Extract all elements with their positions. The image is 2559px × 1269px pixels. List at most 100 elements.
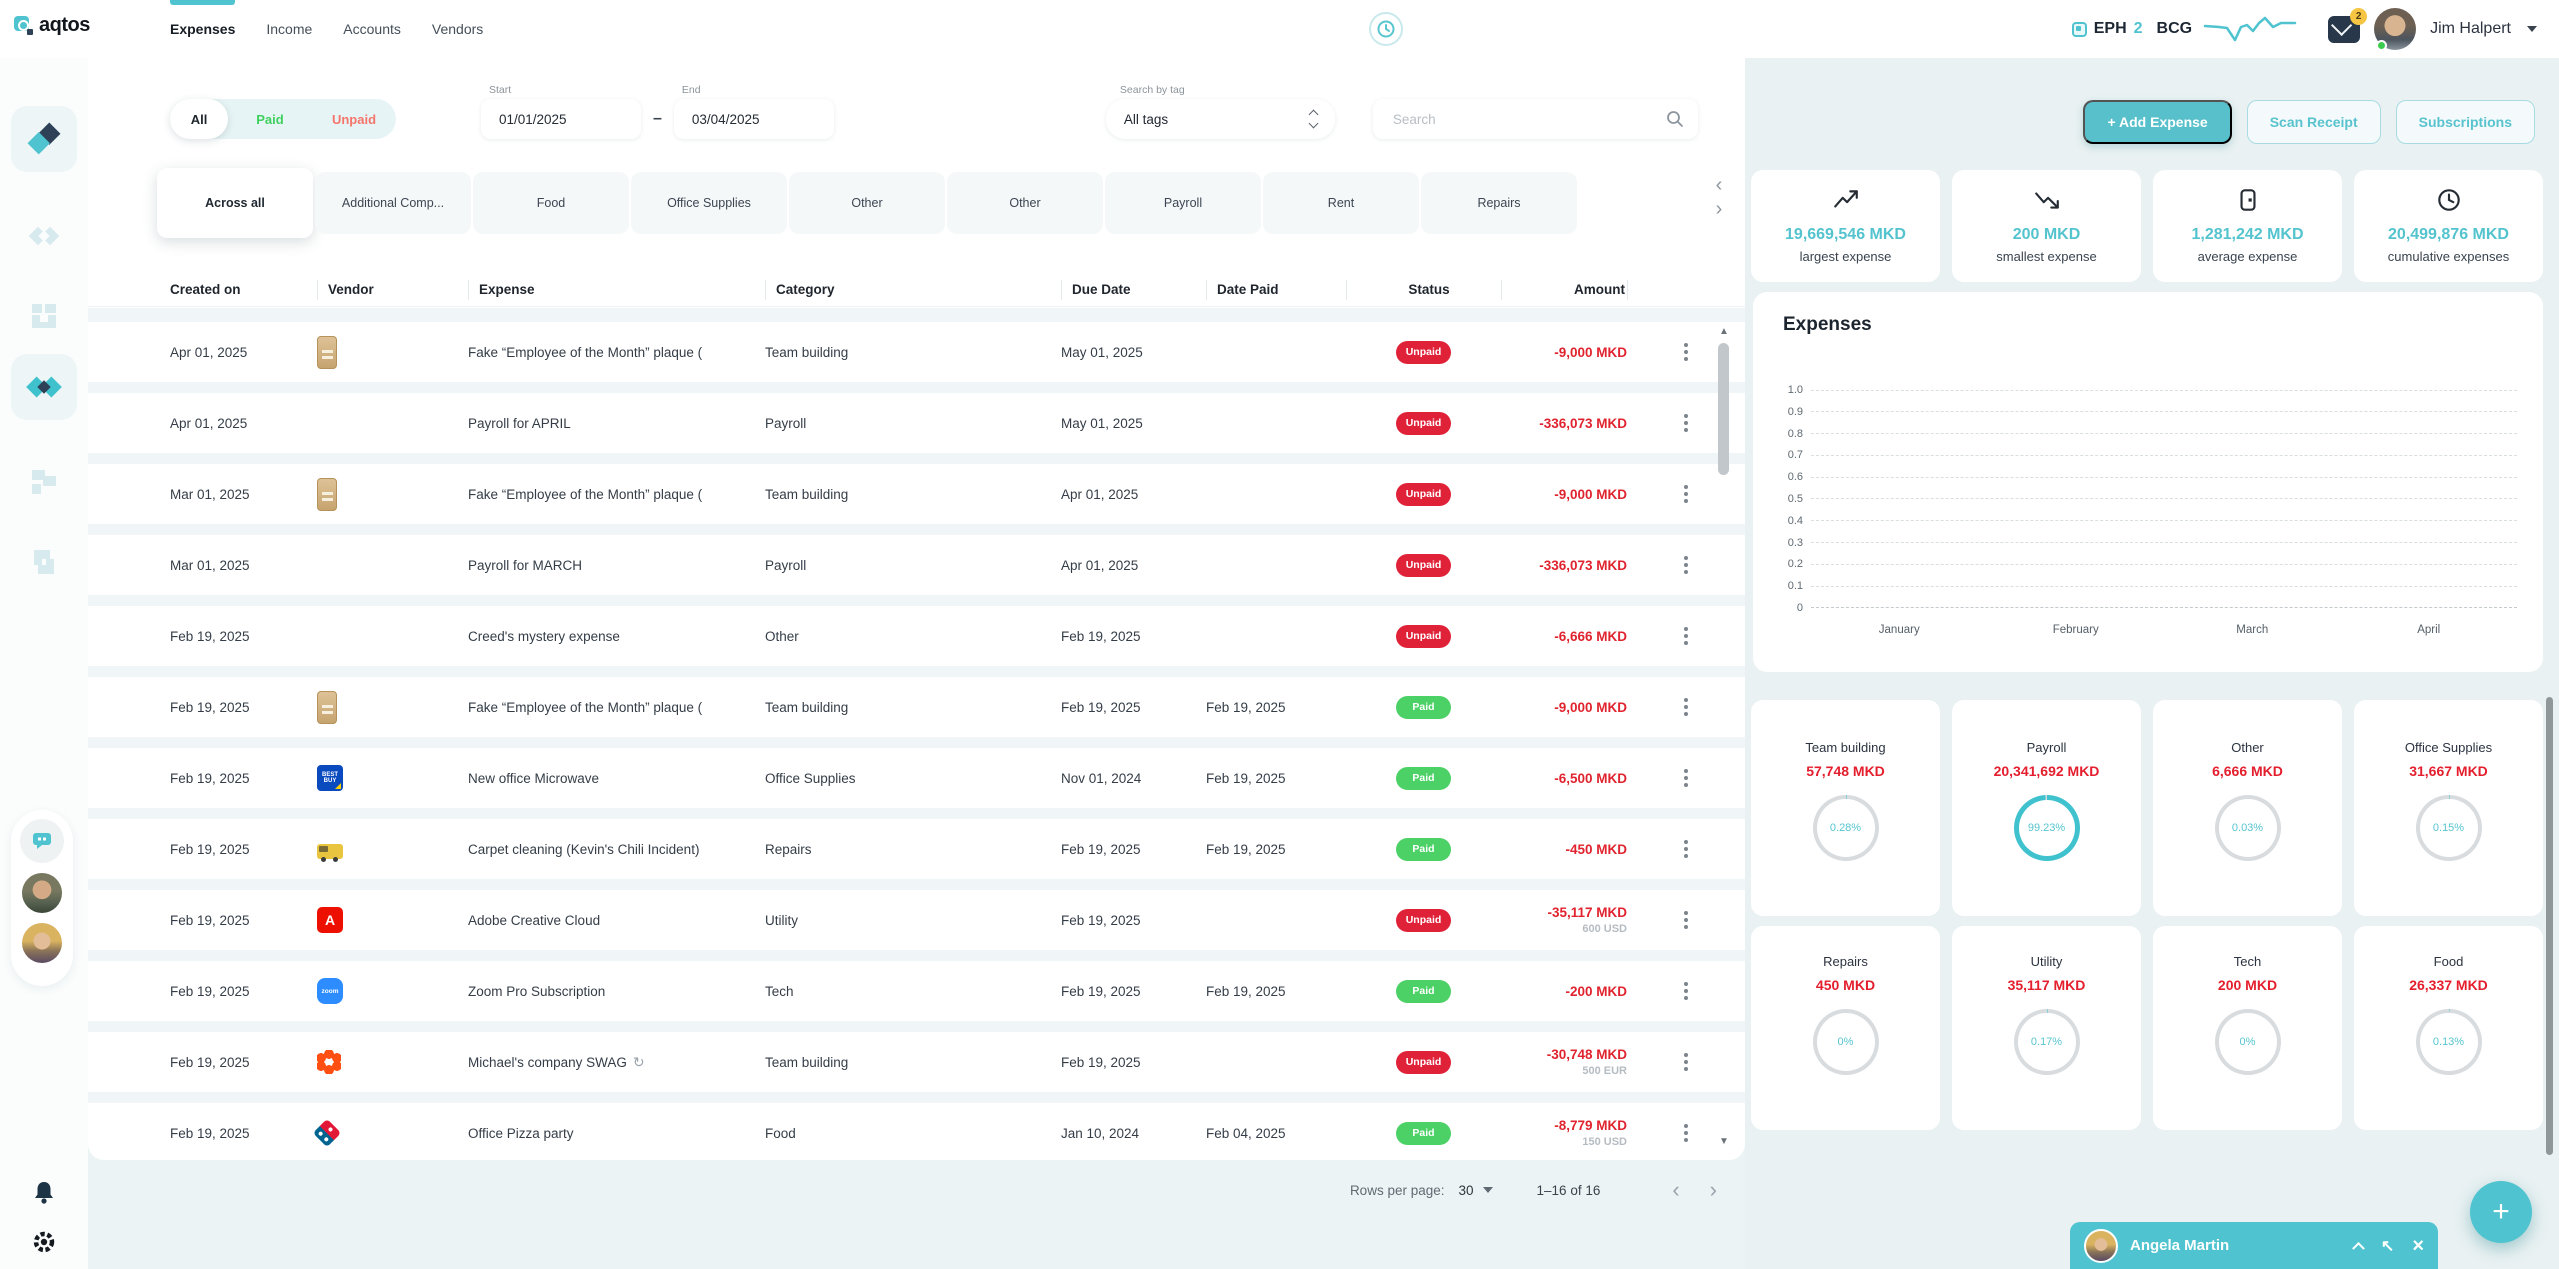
previous-page-button[interactable]: ‹ [1672,1177,1680,1202]
filter-all-button[interactable]: All [170,99,228,139]
filter-unpaid-button[interactable]: Unpaid [331,111,377,127]
sidebar-item-4[interactable] [0,354,88,420]
mail-button[interactable]: 2 [2328,7,2368,43]
column-header-expense[interactable]: Expense [468,279,765,300]
ticker-eph[interactable]: EPH 2 [2071,20,2143,38]
column-header-category[interactable]: Category [765,279,1061,300]
table-scroll-down-button[interactable]: ▼ [1719,1136,1729,1147]
expense-row[interactable]: Feb 19, 2025 Carpet cleaning (Kevin's Ch… [88,819,1745,879]
scroll-left-button[interactable]: ‹ [1715,174,1723,196]
sidebar-item-2[interactable] [0,218,88,254]
category-card[interactable]: Tech 200 MKD 0% [2153,926,2342,1130]
row-menu-button[interactable] [1684,421,1688,425]
chevron-up-icon [2352,1241,2365,1255]
row-menu-button[interactable] [1684,1131,1688,1135]
row-menu-button[interactable] [1684,776,1688,780]
sidebar-item-1[interactable] [0,106,88,172]
row-menu-button[interactable] [1684,847,1688,851]
row-menu-button[interactable] [1684,634,1688,638]
expense-row[interactable]: Feb 19, 2025 Office Pizza party Food Jan… [88,1103,1745,1160]
nav-tab[interactable]: Vendors [432,0,483,58]
category-tab[interactable]: Additional Comp... [315,172,471,234]
expense-row[interactable]: Feb 19, 2025 BEST BUY New office Microwa… [88,748,1745,808]
nav-tab[interactable]: Income [266,0,312,58]
chat-close-button[interactable]: × [2412,1234,2424,1257]
category-tab[interactable]: Across all [157,168,313,238]
cell-amount: -9,000 MKD [1501,345,1627,360]
expense-row[interactable]: Mar 01, 2025 Payroll for MARCH Payroll A… [88,535,1745,595]
expense-row[interactable]: Apr 01, 2025 Payroll for APRIL Payroll M… [88,393,1745,453]
subscriptions-button[interactable]: Subscriptions [2395,100,2535,144]
rows-per-page-select[interactable]: 30 [1459,1183,1493,1198]
table-scrollbar-thumb[interactable] [1718,343,1729,475]
row-menu-button[interactable] [1684,705,1688,709]
nav-tab[interactable]: Accounts [343,0,401,58]
scroll-right-button[interactable]: › [1715,198,1723,220]
add-expense-button[interactable]: + Add Expense [2083,100,2232,144]
column-header-due-date[interactable]: Due Date [1061,279,1206,300]
filter-paid-button[interactable]: Paid [256,111,284,127]
column-header-vendor[interactable]: Vendor [317,279,468,300]
settings-button[interactable] [0,1230,88,1254]
sidebar-item-6[interactable] [0,544,88,580]
column-header-status[interactable]: Status [1346,279,1501,300]
notifications-button[interactable] [0,1180,88,1206]
expense-row[interactable]: Mar 01, 2025 Fake “Employee of the Month… [88,464,1745,524]
contact-avatar-1[interactable] [22,873,62,913]
chat-collapse-button[interactable] [2352,1241,2365,1255]
tag-select[interactable]: Search by tag All tags [1105,84,1335,139]
chat-shortcut-button[interactable] [20,819,64,863]
category-card[interactable]: Repairs 450 MKD 0% [1751,926,1940,1130]
row-menu-button[interactable] [1684,1060,1688,1064]
category-card[interactable]: Utility 35,117 MKD 0.17% [1952,926,2141,1130]
search-input[interactable] [1392,111,1666,127]
panel-scrollbar-thumb[interactable] [2546,697,2553,1155]
category-card[interactable]: Food 26,337 MKD 0.13% [2354,926,2543,1130]
expense-row[interactable]: Feb 19, 2025 zoom Zoom Pro Subscription … [88,961,1745,1021]
nav-tab[interactable]: Expenses [170,0,236,58]
category-tab[interactable]: Other [789,172,945,234]
y-axis-tick: 0.4 [1787,514,1803,527]
category-tab-label: Other [1009,196,1041,210]
user-name[interactable]: Jim Halpert [2430,20,2511,37]
category-tab[interactable]: Rent [1263,172,1419,234]
category-tab[interactable]: Other [947,172,1103,234]
cell-vendor [317,405,468,441]
category-tab[interactable]: Repairs [1421,172,1577,234]
category-tab[interactable]: Office Supplies [631,172,787,234]
row-menu-button[interactable] [1684,350,1688,354]
ticker-bcg[interactable]: BCG [2157,14,2299,44]
row-menu-button[interactable] [1684,989,1688,993]
expense-row[interactable]: Feb 19, 2025 Fake “Employee of the Month… [88,677,1745,737]
sidebar-item-5[interactable] [0,464,88,500]
row-menu-button[interactable] [1684,918,1688,922]
category-tab[interactable]: Food [473,172,629,234]
history-clock-button[interactable] [1369,12,1403,46]
category-card[interactable]: Other 6,666 MKD 0.03% [2153,700,2342,916]
expense-row[interactable]: Apr 01, 2025 Fake “Employee of the Month… [88,322,1745,382]
contact-avatar-2[interactable] [22,923,62,963]
category-card[interactable]: Team building 57,748 MKD 0.28% [1751,700,1940,916]
start-date-field[interactable]: Start 01/01/2025 [481,84,641,139]
category-card[interactable]: Payroll 20,341,692 MKD 99.23% [1952,700,2141,916]
end-date-field[interactable]: End 03/04/2025 [673,84,834,139]
sidebar-item-3[interactable] [0,298,88,334]
row-menu-button[interactable] [1684,492,1688,496]
expense-row[interactable]: Feb 19, 2025 A Adobe Creative Cloud Util… [88,890,1745,950]
scan-receipt-button[interactable]: Scan Receipt [2246,100,2381,144]
category-card[interactable]: Office Supplies 31,667 MKD 0.15% [2354,700,2543,916]
new-chat-fab[interactable]: + [2470,1181,2532,1243]
column-header-date-paid[interactable]: Date Paid [1206,279,1346,300]
search-icon[interactable] [1666,110,1684,128]
user-avatar[interactable] [2374,8,2417,51]
column-header-amount[interactable]: Amount [1501,279,1627,300]
expense-row[interactable]: Feb 19, 2025 Creed's mystery expense Oth… [88,606,1745,666]
chat-expand-button[interactable]: ↖ [2380,1237,2395,1255]
category-tab[interactable]: Payroll [1105,172,1261,234]
column-header-created-on[interactable]: Created on [170,281,241,297]
next-page-button[interactable]: › [1709,1177,1717,1202]
table-scroll-up-button[interactable]: ▲ [1719,326,1729,337]
user-menu-caret-icon[interactable] [2527,26,2537,32]
expense-row[interactable]: Feb 19, 2025 Michael's company SWAG Team… [88,1032,1745,1092]
row-menu-button[interactable] [1684,563,1688,567]
